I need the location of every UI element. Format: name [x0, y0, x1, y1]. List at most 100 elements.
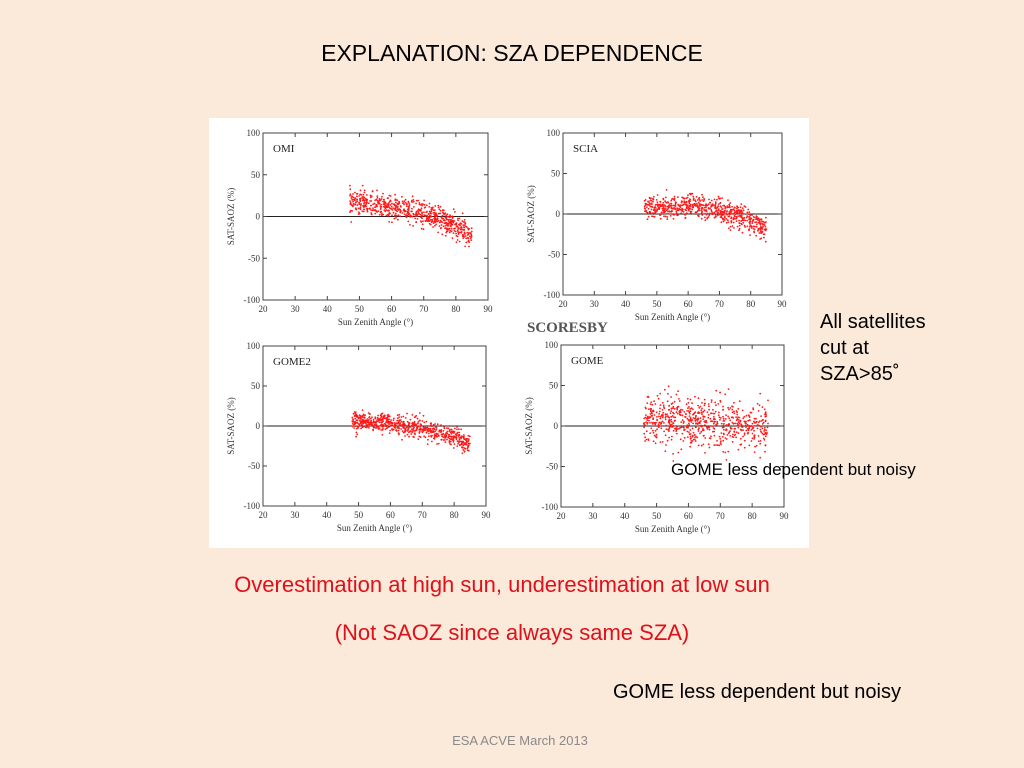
data-point: [666, 216, 669, 218]
data-point: [668, 427, 671, 430]
data-point: [448, 220, 450, 223]
data-point: [730, 427, 733, 430]
data-point: [444, 441, 447, 444]
x-tick-label: 50: [354, 510, 364, 520]
data-point: [702, 410, 705, 413]
data-point: [413, 420, 416, 423]
data-point: [390, 205, 393, 208]
data-point: [683, 428, 686, 431]
data-point: [689, 418, 692, 421]
data-point: [681, 210, 684, 213]
data-point: [689, 433, 692, 435]
data-point: [442, 429, 445, 432]
data-point: [757, 217, 760, 220]
data-point: [660, 421, 663, 424]
data-point: [651, 421, 653, 424]
data-point: [685, 413, 687, 415]
data-point: [763, 228, 766, 231]
data-point: [670, 438, 673, 441]
data-point: [652, 440, 655, 443]
data-point: [361, 409, 364, 411]
data-point: [756, 217, 758, 220]
data-point: [752, 216, 755, 218]
data-point: [757, 421, 760, 424]
data-point: [409, 223, 411, 226]
data-point: [456, 225, 458, 228]
data-point: [746, 219, 749, 222]
data-point: [421, 428, 424, 431]
data-point: [753, 420, 755, 423]
data-point: [430, 212, 432, 215]
y-tick-label: -100: [244, 501, 261, 511]
data-point: [764, 435, 767, 438]
data-point: [714, 401, 717, 404]
data-point: [759, 227, 761, 230]
data-point: [645, 430, 648, 433]
data-point: [719, 213, 721, 216]
data-point: [668, 203, 671, 206]
data-point: [659, 213, 662, 216]
data-point: [752, 407, 754, 409]
data-point: [658, 415, 660, 418]
data-point: [755, 444, 758, 447]
data-point: [395, 217, 397, 219]
data-point: [764, 413, 766, 416]
data-point: [656, 209, 658, 212]
data-point: [723, 216, 726, 219]
x-tick-label: 90: [484, 304, 494, 314]
data-point: [705, 206, 707, 209]
x-tick-label: 50: [355, 304, 365, 314]
data-point: [437, 206, 440, 209]
data-point: [763, 438, 766, 441]
data-point: [735, 436, 737, 439]
data-point: [427, 438, 429, 441]
data-point: [758, 232, 761, 234]
y-tick-label: 100: [247, 341, 261, 351]
data-point: [679, 438, 682, 441]
data-point: [691, 208, 694, 211]
data-point: [697, 417, 700, 420]
data-point: [680, 212, 683, 214]
data-point: [738, 219, 740, 222]
data-point: [407, 429, 409, 431]
data-point: [701, 413, 703, 415]
data-point: [374, 427, 377, 429]
x-tick-label: 70: [715, 299, 725, 309]
x-tick-label: 30: [290, 510, 300, 520]
data-point: [723, 215, 726, 218]
data-point: [455, 222, 458, 225]
data-point: [422, 203, 424, 206]
data-point: [352, 193, 354, 195]
data-point: [713, 434, 716, 437]
data-point: [664, 200, 667, 203]
data-point: [691, 206, 694, 209]
data-point: [740, 212, 743, 215]
data-point: [714, 410, 717, 413]
data-point: [690, 421, 693, 423]
data-point: [389, 429, 391, 432]
data-point: [667, 201, 670, 204]
data-point: [670, 418, 673, 421]
data-point: [397, 214, 400, 217]
data-point: [407, 431, 410, 434]
data-point: [416, 218, 419, 220]
data-point: [406, 203, 408, 205]
data-point: [408, 422, 411, 425]
data-point: [455, 234, 458, 237]
data-point: [728, 204, 731, 207]
data-point: [464, 245, 467, 248]
data-point: [449, 215, 452, 218]
data-point: [692, 417, 695, 419]
data-point: [738, 222, 741, 224]
data-point: [759, 224, 762, 226]
data-point: [674, 204, 677, 207]
y-tick-label: -100: [542, 502, 559, 512]
data-point: [667, 212, 670, 215]
scatter-points-omi: [349, 184, 473, 248]
data-point: [692, 199, 695, 201]
data-point: [413, 422, 416, 425]
x-tick-label: 40: [322, 510, 332, 520]
data-point: [412, 212, 415, 215]
data-point: [717, 195, 720, 198]
data-point: [761, 228, 764, 230]
